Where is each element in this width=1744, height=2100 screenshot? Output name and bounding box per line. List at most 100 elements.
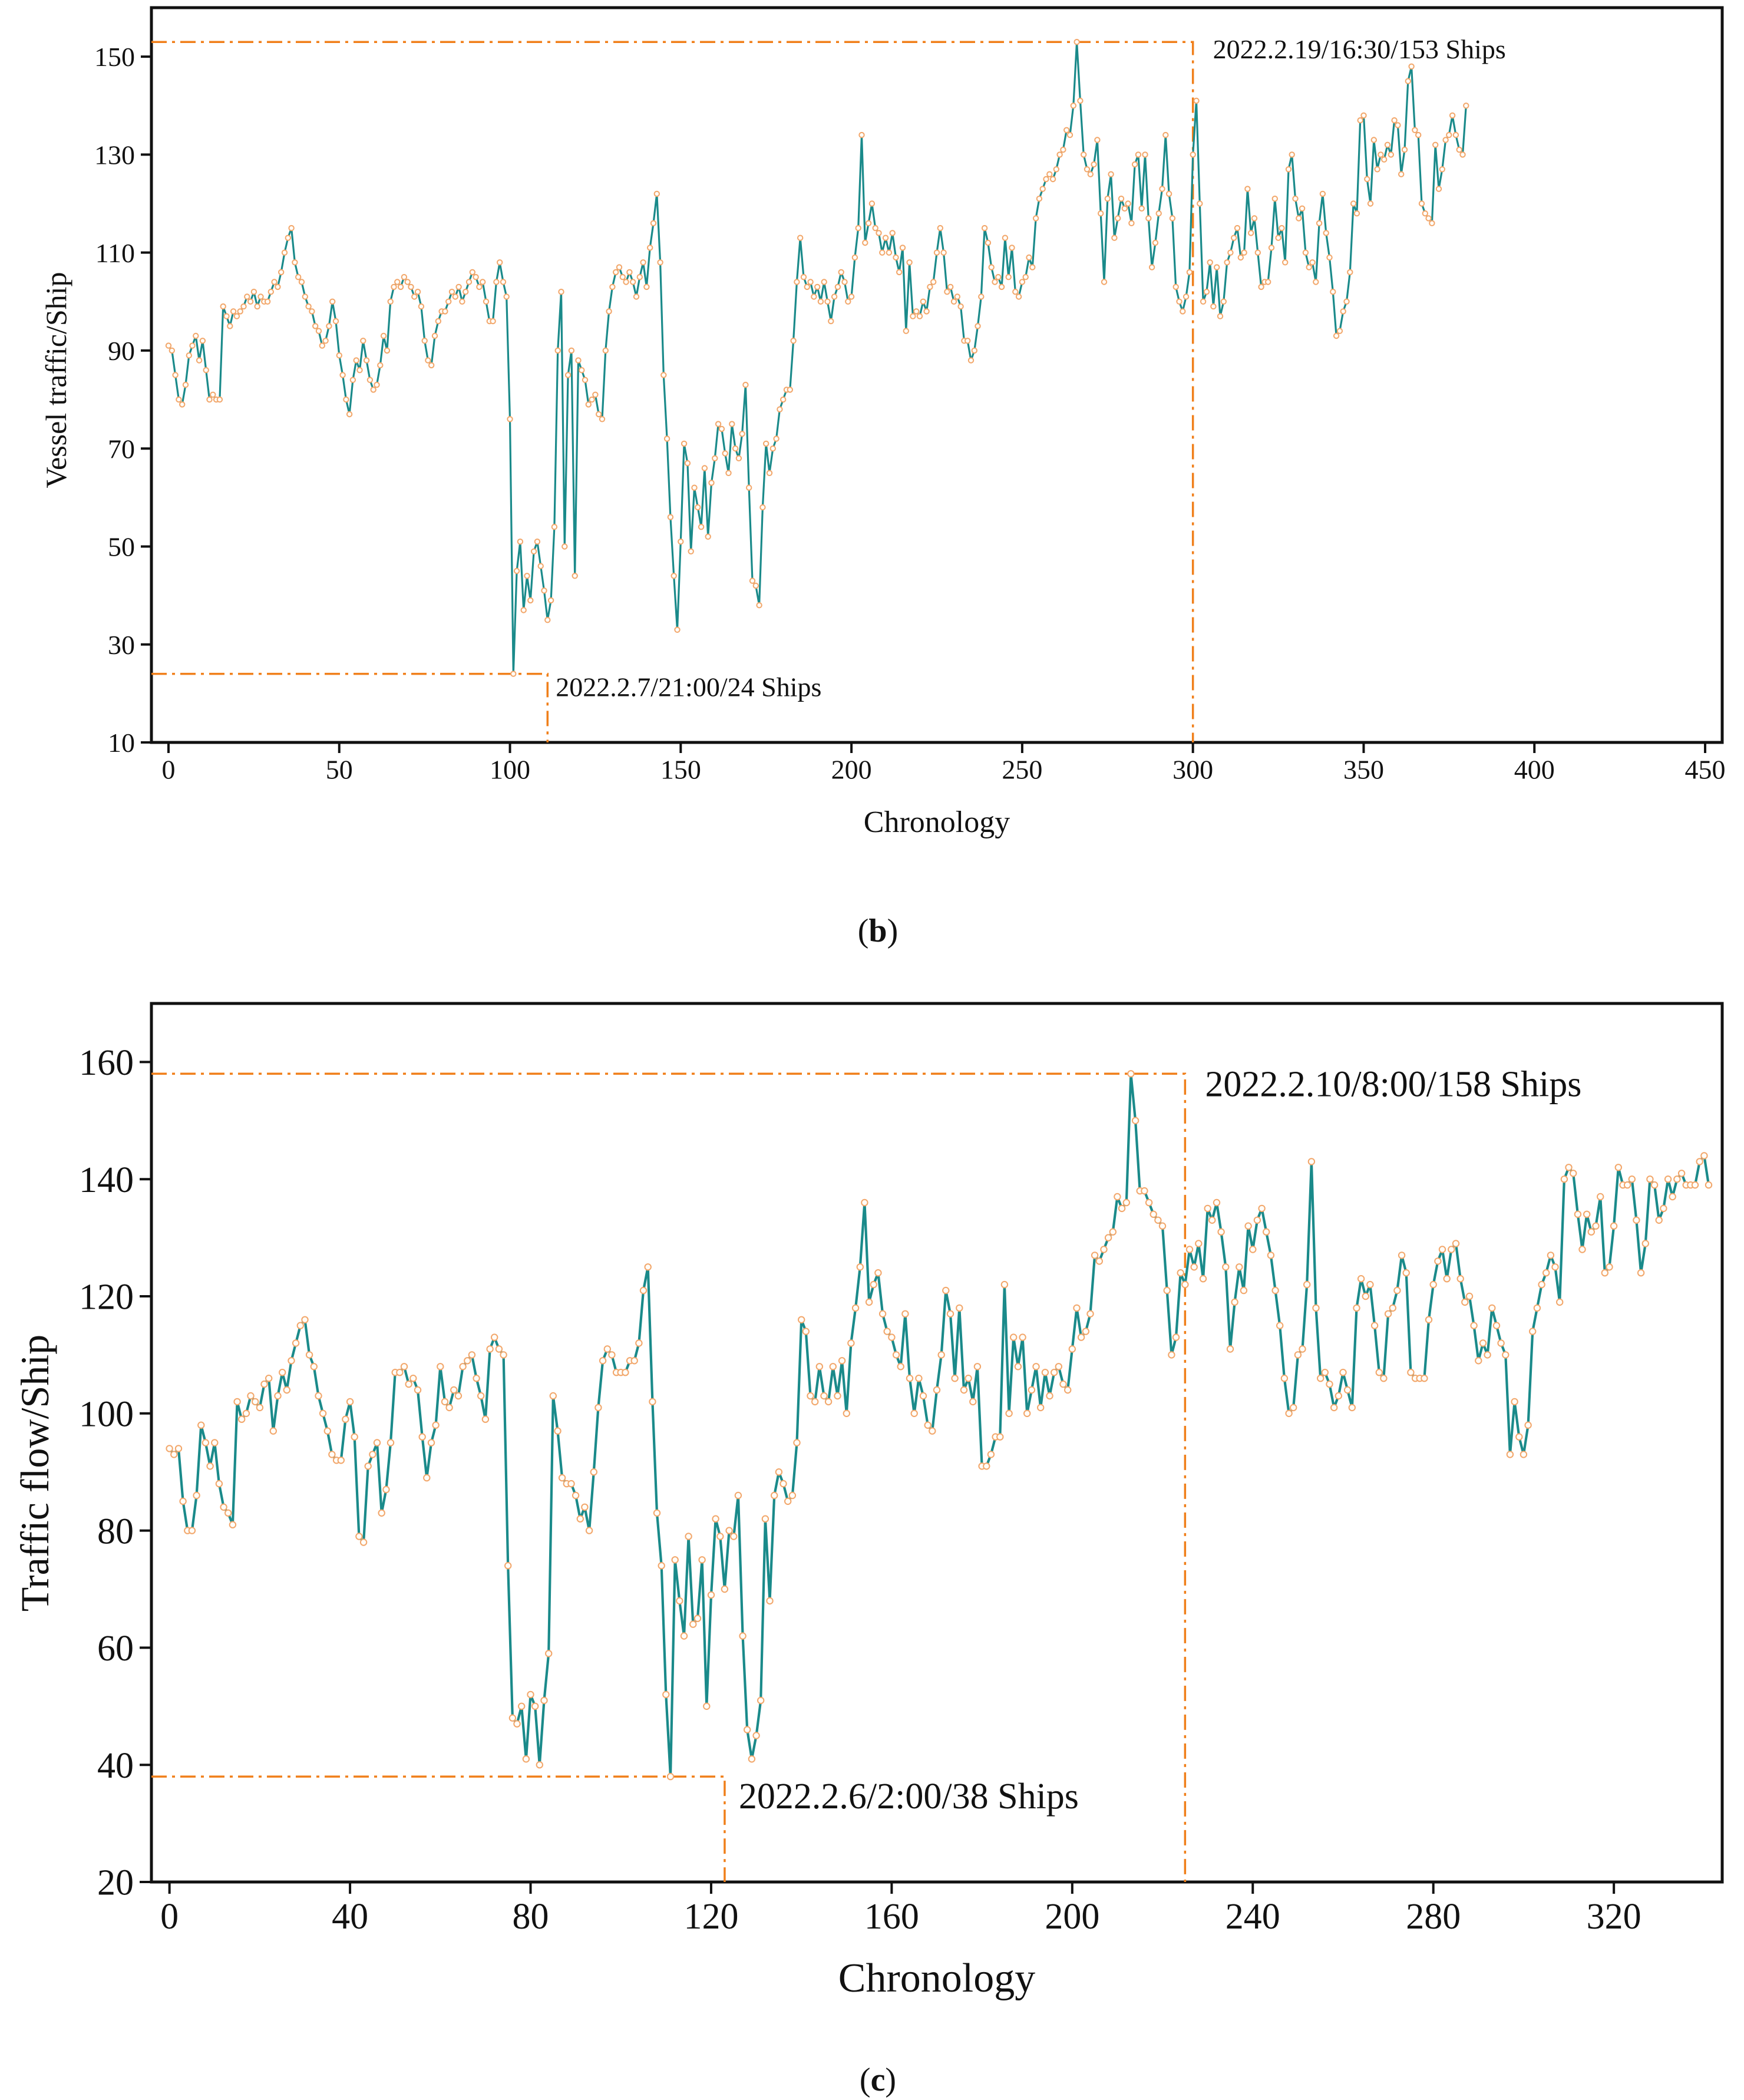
data-point [1360, 112, 1367, 119]
data-point [1357, 1275, 1365, 1283]
data-point [973, 1363, 982, 1371]
data-point [635, 1339, 643, 1347]
y-tick-label: 60 [97, 1629, 134, 1669]
data-point [480, 279, 486, 285]
data-point [807, 1392, 814, 1400]
data-point [454, 1392, 463, 1400]
data-point [328, 1451, 336, 1458]
data-point [459, 1363, 467, 1371]
data-point [442, 308, 448, 315]
y-tick-label: 90 [108, 336, 135, 366]
data-point [363, 357, 370, 364]
data-point [285, 235, 291, 241]
data-point [1066, 131, 1074, 138]
data-point [203, 367, 209, 374]
data-point [777, 406, 783, 412]
data-point [766, 1597, 774, 1605]
data-point [1303, 1280, 1311, 1289]
data-point [1370, 137, 1378, 143]
data-point [734, 1491, 742, 1500]
data-point [295, 274, 302, 280]
data-point [1051, 1369, 1058, 1376]
data-point [435, 318, 441, 325]
data-point [524, 573, 530, 579]
data-point [1026, 254, 1032, 261]
data-point [337, 1457, 345, 1464]
data-point [370, 387, 376, 393]
data-point [1296, 215, 1302, 222]
data-point [215, 1480, 223, 1488]
annotation-guides [151, 41, 1194, 742]
data-point [933, 1386, 941, 1394]
data-point [257, 293, 264, 300]
data-point [364, 1462, 372, 1470]
data-point [752, 1732, 760, 1739]
data-point [1213, 1198, 1221, 1207]
y-tick-label: 20 [97, 1863, 134, 1903]
y-axis-title: Vessel traffic/Ship [39, 272, 72, 488]
data-point [387, 1439, 395, 1447]
data-point [378, 1509, 385, 1517]
data-point [1236, 1263, 1243, 1271]
data-point [821, 279, 827, 285]
data-point [275, 283, 281, 290]
data-point [712, 455, 718, 461]
data-point [920, 298, 927, 305]
data-point [1121, 205, 1128, 212]
data-point [592, 391, 599, 398]
data-point [493, 279, 500, 285]
data-point [1506, 1451, 1514, 1458]
data-point [1046, 171, 1053, 177]
data-point [1154, 1216, 1162, 1224]
data-point [247, 298, 254, 305]
x-tick-label: 50 [326, 755, 353, 785]
data-point [1118, 1204, 1126, 1213]
data-point [288, 1357, 295, 1365]
data-point [1217, 1228, 1225, 1236]
data-point [919, 1392, 927, 1400]
data-point [421, 338, 428, 344]
data-point [1086, 1310, 1094, 1318]
annotation-labels: 2022.2.7/21:00/24 Ships 2022.2.19/16:30/1… [556, 34, 1505, 702]
data-point [305, 303, 312, 310]
data-point [500, 279, 507, 285]
data-point [1012, 289, 1019, 295]
data-point [1309, 259, 1316, 266]
data-point [599, 416, 606, 422]
data-point [1181, 1280, 1189, 1289]
data-point [606, 308, 612, 315]
data-point [411, 293, 418, 300]
data-point [254, 303, 260, 310]
data-point [1193, 97, 1200, 104]
y-tick-label: 70 [108, 434, 135, 464]
data-point [527, 597, 534, 604]
data-point [301, 1316, 309, 1324]
data-point [1138, 205, 1145, 212]
data-point [540, 1696, 548, 1705]
data-point [572, 1491, 580, 1500]
data-point [174, 1445, 183, 1452]
data-point [647, 245, 653, 251]
panel-label-letter: c [871, 2062, 886, 2098]
data-point [1542, 1269, 1550, 1277]
data-point [814, 283, 821, 290]
series-line [167, 41, 1467, 675]
chart-panel-c: 20 40 60 80 100 120 140 160 0 40 80 120 160 200 240 28… [12, 1002, 1724, 2098]
data-point [956, 1304, 963, 1312]
data-point [1452, 1240, 1460, 1247]
data-point [196, 357, 203, 364]
data-point [252, 1398, 259, 1406]
data-point [756, 602, 762, 609]
data-point [1299, 205, 1306, 212]
data-point [1660, 1204, 1667, 1213]
data-point [1333, 332, 1340, 339]
data-point [292, 1339, 300, 1347]
panel-label-open: ( [858, 913, 869, 949]
data-point [807, 279, 814, 285]
data-point [1125, 200, 1131, 207]
data-point [703, 1702, 711, 1711]
data-point [649, 1398, 656, 1406]
data-point [1258, 283, 1264, 290]
data-point [1005, 274, 1012, 280]
data-point [1323, 230, 1329, 236]
